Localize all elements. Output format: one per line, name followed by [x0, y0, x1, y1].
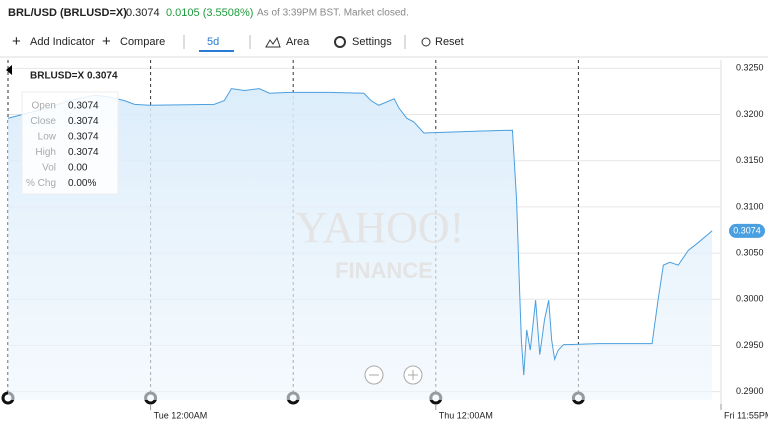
settings[interactable]: Settings — [352, 36, 392, 48]
change: 0.0105 (3.5508%) — [166, 7, 253, 19]
chart-type[interactable]: Area — [286, 36, 310, 48]
range[interactable]: 5d — [207, 36, 219, 48]
area-icon — [265, 36, 281, 48]
settings-icon — [334, 36, 346, 48]
tooltip-value: 0.3074 — [68, 101, 99, 112]
tooltip-label: Open — [32, 101, 56, 112]
symbol-title: BRL/USD (BRLUSD=X) — [8, 7, 127, 19]
tooltip-label: Vol — [42, 163, 56, 174]
tooltip-label: Close — [30, 116, 56, 127]
area-fill — [8, 88, 713, 401]
y-tick-label: 0.3200 — [736, 109, 764, 119]
price-line — [7, 88, 713, 376]
y-tick-label: 0.2950 — [736, 340, 764, 350]
watermark: YAHOO! — [296, 203, 465, 252]
zoom-in-icon — [408, 370, 418, 380]
compare[interactable]: Compare — [120, 36, 165, 48]
tooltip-value: 0.00% — [68, 178, 96, 189]
add-indicator[interactable]: Add Indicator — [30, 36, 95, 48]
x-tick-label: Fri 11:55PM — [724, 410, 768, 420]
last-price-label: 0.3074 — [733, 225, 761, 235]
tooltip-label: % Chg — [26, 178, 56, 189]
toolbar: + Add Indicator + Compare 5d Area Settin… — [0, 33, 768, 58]
plot: 0.2900 0.2950 0.3000 0.3050 0.3100 0.3150 0.32… — [1, 60, 768, 420]
tooltip-pointer — [6, 65, 12, 75]
tooltip-value: 0.3074 — [68, 132, 99, 143]
y-tick-label: 0.3150 — [736, 155, 764, 165]
tooltip-value: 0.00 — [68, 163, 88, 174]
reset-icon — [421, 37, 431, 47]
y-tick-label: 0.3100 — [736, 201, 764, 211]
x-tick-label: Thu 12:00AM — [439, 410, 493, 420]
y-tick-label: 0.3250 — [736, 63, 764, 73]
y-tick-label: 0.3000 — [736, 294, 764, 304]
x-tick-label: Tue 12:00AM — [154, 410, 208, 420]
tooltip-title: BRLUSD=X 0.3074 — [30, 71, 118, 82]
tooltip-box — [21, 91, 119, 195]
tooltip-value: 0.3074 — [68, 147, 99, 158]
last-price-badge — [729, 223, 765, 238]
tooltip-value: 0.3074 — [68, 116, 99, 127]
plus-icon: + — [102, 33, 111, 50]
plus-icon: + — [12, 33, 21, 50]
status: As of 3:39PM BST. Market closed. — [257, 8, 409, 19]
price: 0.3074 — [126, 7, 160, 19]
y-tick-label: 0.2900 — [736, 386, 764, 396]
tooltip-label: High — [35, 147, 56, 158]
reset[interactable]: Reset — [435, 36, 464, 48]
watermark: FINANCE — [335, 258, 433, 283]
tooltip: BRLUSD=X 0.3074 Open 0.3074 Close 0.3074 Low… — [6, 65, 119, 195]
y-tick-label: 0.3050 — [736, 247, 764, 257]
tooltip-label: Low — [38, 132, 57, 143]
